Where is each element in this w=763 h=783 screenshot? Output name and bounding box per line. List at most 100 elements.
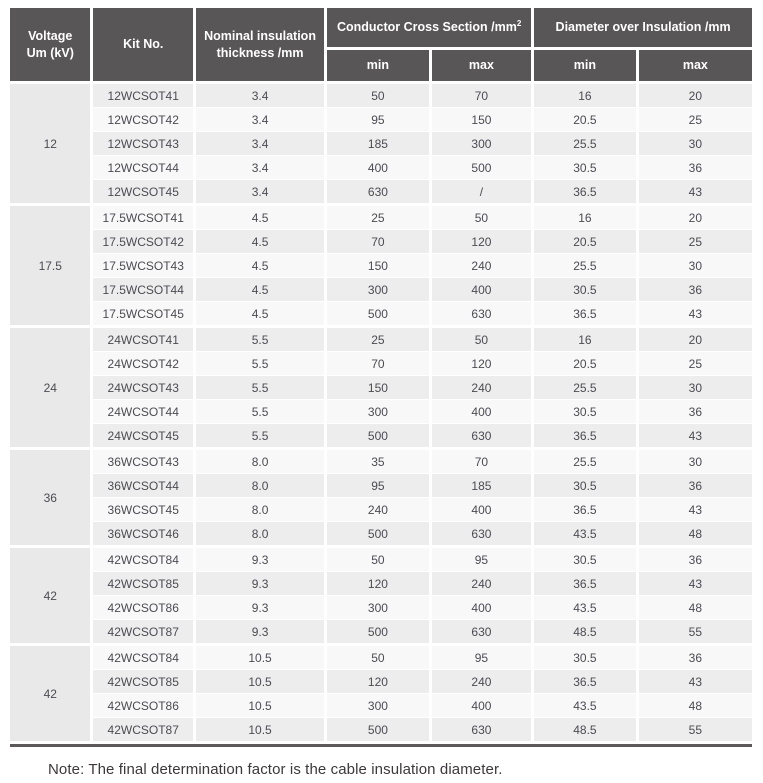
table-row: 17.5WCSOT44 4.5 300 400 30.5 36	[10, 277, 752, 302]
cs-max-cell: 50	[430, 326, 535, 352]
thickness-cell: 9.3	[194, 595, 328, 620]
table-row: 17.5 17.5WCSOT41 4.5 25 50 16 20	[10, 204, 752, 328]
col-header-cs-min: min	[325, 48, 432, 85]
col-header-voltage-line2: Um (kV)	[26, 45, 74, 60]
cs-min-cell: 500	[325, 423, 432, 450]
cs-min-cell: 50	[325, 546, 432, 572]
dia-max-cell: 43	[637, 571, 752, 596]
cable-kit-spec-table: Voltage Um (kV) Kit No. Nominal insulati…	[10, 8, 752, 744]
cs-max-cell: 185	[430, 473, 535, 498]
dia-min-cell: 20.5	[532, 107, 639, 132]
kit-no-cell: 12WCSOT45	[91, 179, 196, 206]
table-row: 36WCSOT45 8.0 240 400 36.5 43	[10, 497, 752, 522]
thickness-cell: 8.0	[194, 497, 328, 522]
dia-max-cell: 36	[637, 473, 752, 498]
cs-max-cell: 400	[430, 595, 535, 620]
table-row: 12WCSOT44 3.4 400 500 30.5 36	[10, 155, 752, 180]
cs-min-cell: 300	[325, 595, 432, 620]
thickness-cell: 3.4	[194, 155, 328, 180]
dia-min-cell: 30.5	[532, 399, 639, 424]
dia-max-cell: 48	[637, 595, 752, 620]
thickness-cell: 5.5	[194, 399, 328, 424]
table-row: 12 12WCSOT41 3.4 50 70 16 20	[10, 82, 752, 206]
dia-max-cell: 25	[637, 351, 752, 376]
dia-min-cell: 30.5	[532, 644, 639, 670]
thickness-cell: 9.3	[194, 571, 328, 596]
thickness-cell: 10.5	[194, 693, 328, 718]
voltage-group-cell: 36	[10, 448, 94, 548]
cs-max-cell: 400	[430, 277, 535, 302]
table-row: 12WCSOT42 3.4 95 150 20.5 25	[10, 107, 752, 132]
dia-min-cell: 25.5	[532, 253, 639, 278]
col-header-voltage-line1: Voltage	[28, 28, 73, 43]
thickness-cell: 3.4	[194, 82, 328, 108]
voltage-group-cell: 42	[10, 644, 94, 744]
dia-max-cell: 30	[637, 375, 752, 400]
dia-min-cell: 16	[532, 82, 639, 108]
table-row: 42WCSOT86 10.5 300 400 43.5 48	[10, 693, 752, 718]
thickness-cell: 4.5	[194, 229, 328, 254]
table-row: 24 24WCSOT41 5.5 25 50 16 20	[10, 326, 752, 450]
thickness-cell: 4.5	[194, 253, 328, 278]
kit-no-cell: 42WCSOT85	[91, 571, 196, 596]
kit-no-cell: 42WCSOT84	[91, 644, 196, 670]
table-row: 42WCSOT87 10.5 500 630 48.5 55	[10, 717, 752, 744]
kit-no-cell: 24WCSOT41	[91, 326, 196, 352]
cs-min-cell: 25	[325, 204, 432, 230]
cs-min-cell: 35	[325, 448, 432, 474]
cs-max-cell: 400	[430, 693, 535, 718]
cs-min-cell: 300	[325, 693, 432, 718]
kit-no-cell: 12WCSOT42	[91, 107, 196, 132]
kit-no-cell: 24WCSOT45	[91, 423, 196, 450]
cs-max-cell: /	[430, 179, 535, 206]
thickness-cell: 9.3	[194, 619, 328, 646]
table-body: 12 12WCSOT41 3.4 50 70 16 20 12WCSOT42 3.4 95 150 2…	[10, 82, 752, 744]
dia-min-cell: 48.5	[532, 717, 639, 744]
cs-min-cell: 150	[325, 375, 432, 400]
kit-no-cell: 36WCSOT44	[91, 473, 196, 498]
cs-min-cell: 500	[325, 301, 432, 328]
voltage-group-cell: 12	[10, 82, 94, 206]
kit-no-cell: 42WCSOT87	[91, 619, 196, 646]
table-row: 42WCSOT86 9.3 300 400 43.5 48	[10, 595, 752, 620]
col-header-nominal-line1: Nominal insulation	[204, 28, 316, 43]
table-row: 24WCSOT43 5.5 150 240 25.5 30	[10, 375, 752, 400]
thickness-cell: 5.5	[194, 423, 328, 450]
kit-no-cell: 17.5WCSOT44	[91, 277, 196, 302]
cs-min-cell: 300	[325, 277, 432, 302]
dia-min-cell: 36.5	[532, 179, 639, 206]
cs-min-cell: 400	[325, 155, 432, 180]
thickness-cell: 10.5	[194, 669, 328, 694]
cs-max-cell: 400	[430, 497, 535, 522]
table-row: 42WCSOT87 9.3 500 630 48.5 55	[10, 619, 752, 646]
cs-min-cell: 120	[325, 669, 432, 694]
cs-max-cell: 240	[430, 571, 535, 596]
cs-max-cell: 240	[430, 253, 535, 278]
col-header-conductor-cross-section: Conductor Cross Section /mm2	[325, 8, 535, 50]
dia-max-cell: 43	[637, 497, 752, 522]
voltage-group-cell: 24	[10, 326, 94, 450]
table-header: Voltage Um (kV) Kit No. Nominal insulati…	[10, 8, 752, 85]
dia-max-cell: 25	[637, 107, 752, 132]
col-header-nominal-thickness: Nominal insulation thickness /mm	[194, 8, 328, 84]
col-header-kit-no: Kit No.	[91, 8, 196, 84]
cs-min-cell: 95	[325, 473, 432, 498]
cs-max-cell: 630	[430, 423, 535, 450]
kit-no-cell: 12WCSOT44	[91, 155, 196, 180]
kit-no-cell: 12WCSOT41	[91, 82, 196, 108]
cs-max-cell: 120	[430, 229, 535, 254]
col-header-diameter-over-insulation: Diameter over Insulation /mm	[532, 8, 752, 50]
kit-no-cell: 17.5WCSOT42	[91, 229, 196, 254]
thickness-cell: 10.5	[194, 644, 328, 670]
dia-min-cell: 25.5	[532, 448, 639, 474]
cs-min-cell: 500	[325, 521, 432, 548]
dia-max-cell: 30	[637, 253, 752, 278]
kit-no-cell: 36WCSOT45	[91, 497, 196, 522]
table-row: 42WCSOT85 10.5 120 240 36.5 43	[10, 669, 752, 694]
dia-min-cell: 30.5	[532, 546, 639, 572]
dia-min-cell: 36.5	[532, 497, 639, 522]
cs-max-cell: 95	[430, 546, 535, 572]
thickness-cell: 8.0	[194, 448, 328, 474]
conductor-superscript: 2	[516, 18, 522, 28]
dia-max-cell: 30	[637, 448, 752, 474]
